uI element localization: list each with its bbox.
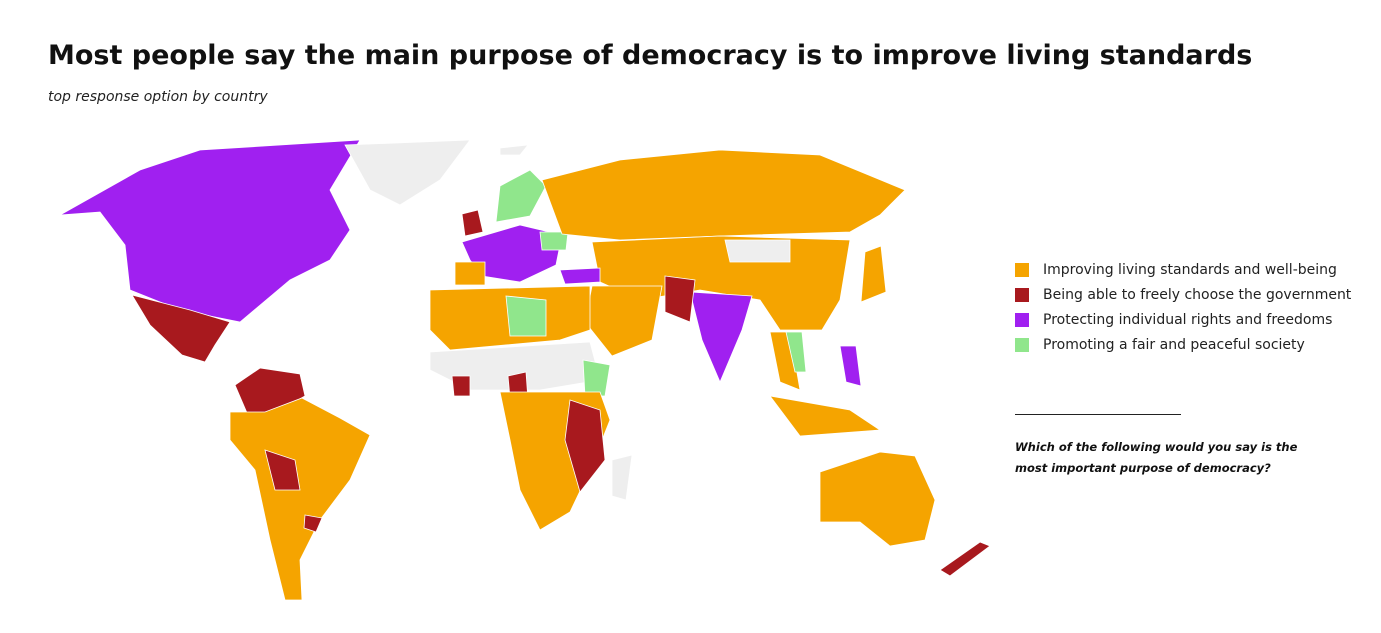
region bbox=[59, 139, 361, 323]
region bbox=[564, 399, 606, 493]
subtitle: top response option by country bbox=[48, 89, 268, 105]
region bbox=[939, 541, 991, 577]
region bbox=[429, 341, 601, 391]
region bbox=[344, 139, 471, 206]
region bbox=[664, 275, 696, 323]
region bbox=[541, 149, 906, 241]
legend-swatch bbox=[1015, 263, 1029, 277]
region bbox=[505, 295, 547, 337]
region bbox=[539, 231, 569, 251]
question-note: Which of the following would you say is … bbox=[1015, 440, 1298, 475]
legend-label: Being able to freely choose the governme… bbox=[1043, 287, 1352, 303]
region bbox=[264, 449, 301, 491]
region bbox=[860, 245, 887, 303]
legend-item: Improving living standards and well-bein… bbox=[1015, 262, 1337, 278]
region bbox=[785, 331, 807, 373]
region bbox=[461, 209, 484, 237]
region bbox=[769, 395, 882, 437]
region bbox=[689, 291, 753, 384]
legend-swatch bbox=[1015, 338, 1029, 352]
region bbox=[584, 285, 663, 357]
region bbox=[229, 397, 371, 601]
title: Most people say the main purpose of demo… bbox=[48, 40, 1253, 71]
region bbox=[582, 359, 611, 397]
region bbox=[451, 375, 471, 397]
divider bbox=[1015, 414, 1181, 415]
region bbox=[131, 294, 231, 363]
region bbox=[454, 261, 486, 286]
region bbox=[495, 169, 547, 223]
legend-item: Protecting individual rights and freedom… bbox=[1015, 312, 1332, 328]
region bbox=[499, 144, 529, 156]
world-map bbox=[59, 139, 991, 601]
legend-item: Being able to freely choose the governme… bbox=[1015, 287, 1351, 303]
legend-swatch bbox=[1015, 313, 1029, 327]
legend-label: Improving living standards and well-bein… bbox=[1043, 262, 1337, 278]
region bbox=[559, 267, 601, 285]
region bbox=[724, 239, 791, 263]
legend-swatch bbox=[1015, 288, 1029, 302]
region bbox=[819, 451, 936, 547]
region bbox=[303, 514, 323, 533]
legend-label: Promoting a fair and peaceful society bbox=[1043, 337, 1305, 353]
legend-label: Protecting individual rights and freedom… bbox=[1043, 312, 1333, 328]
region bbox=[611, 454, 633, 501]
legend-item: Promoting a fair and peaceful society bbox=[1015, 337, 1305, 353]
region bbox=[839, 345, 862, 387]
